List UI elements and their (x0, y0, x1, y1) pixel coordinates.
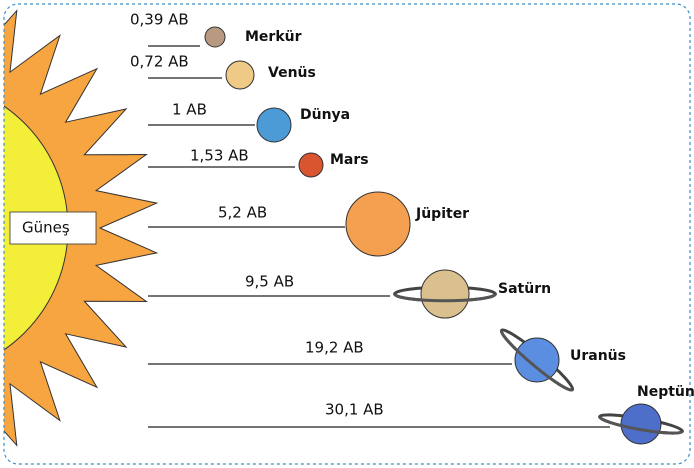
sun-label-box (9, 211, 97, 245)
planet (420, 269, 470, 319)
planet (514, 337, 560, 383)
distance-label: 30,1 AB (325, 401, 384, 419)
distance-label: 5,2 AB (218, 204, 267, 222)
planet (345, 191, 411, 257)
ring-front (393, 293, 497, 303)
planet (298, 152, 324, 178)
planet-name: Uranüs (570, 348, 626, 364)
distance-label: 0,39 AB (130, 11, 189, 29)
sun-label: Güneş (22, 219, 70, 237)
sun-rays (4, 4, 159, 464)
distance-label: 0,72 AB (130, 53, 189, 71)
planet-name: Jüpiter (415, 206, 469, 222)
ring-front (598, 416, 684, 435)
ring-front (499, 329, 574, 392)
planet-name: Dünya (300, 107, 350, 123)
planet-name: Neptün (637, 384, 694, 400)
planet (256, 107, 292, 143)
planet (204, 26, 226, 48)
frame (3, 3, 691, 465)
planet-name: Merkür (245, 29, 302, 45)
planet-name: Mars (330, 152, 369, 168)
planet (620, 403, 662, 445)
distance-label: 1 AB (172, 101, 207, 119)
distance-label: 1,53 AB (190, 147, 249, 165)
distance-label: 9,5 AB (245, 273, 294, 291)
planet-name: Venüs (268, 65, 316, 81)
planet-name: Satürn (498, 281, 551, 297)
distance-label: 19,2 AB (305, 339, 364, 357)
planet (225, 60, 255, 90)
